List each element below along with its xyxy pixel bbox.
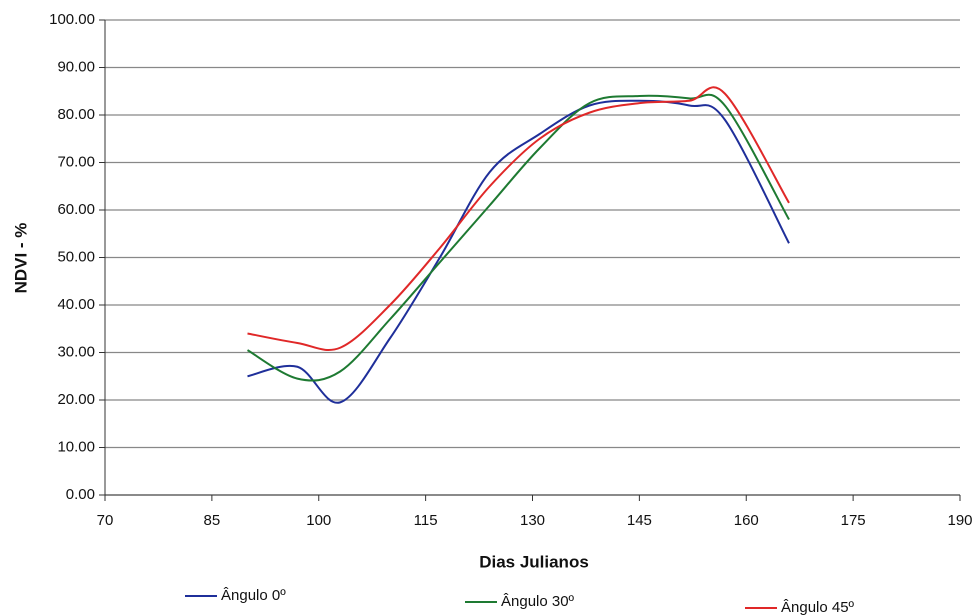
- legend-label: Ângulo 0º: [221, 587, 286, 604]
- x-tick-label: 115: [414, 512, 438, 529]
- x-tick-label: 70: [97, 512, 114, 529]
- y-tick-label: 90.00: [57, 58, 95, 75]
- y-tick-label: 20.00: [57, 391, 95, 408]
- y-axis-title: NDVI - %: [11, 223, 30, 294]
- x-tick-label: 130: [520, 512, 545, 529]
- y-tick-label: 10.00: [57, 438, 95, 455]
- x-tick-label: 145: [627, 512, 652, 529]
- x-tick-label: 100: [306, 512, 331, 529]
- y-tick-label: 100.00: [49, 11, 95, 28]
- series-line: [247, 99, 790, 404]
- x-tick-label: 160: [734, 512, 759, 529]
- y-tick-label: 30.00: [57, 343, 95, 360]
- y-tick-label: 80.00: [57, 106, 95, 123]
- y-tick-label: 70.00: [57, 153, 95, 170]
- series-line: [246, 93, 790, 382]
- legend-label: Ângulo 45º: [781, 599, 855, 616]
- x-axis-title: Dias Julianos: [479, 552, 589, 571]
- legend-label: Ângulo 30º: [501, 593, 575, 610]
- y-tick-label: 40.00: [57, 296, 95, 313]
- y-tick-label: 0.00: [66, 486, 95, 503]
- y-tick-label: 50.00: [57, 248, 95, 265]
- series-line: [247, 86, 790, 352]
- x-tick-label: 190: [947, 512, 972, 529]
- y-tick-label: 60.00: [57, 201, 95, 218]
- x-tick-label: 175: [841, 512, 866, 529]
- x-tick-label: 85: [204, 512, 221, 529]
